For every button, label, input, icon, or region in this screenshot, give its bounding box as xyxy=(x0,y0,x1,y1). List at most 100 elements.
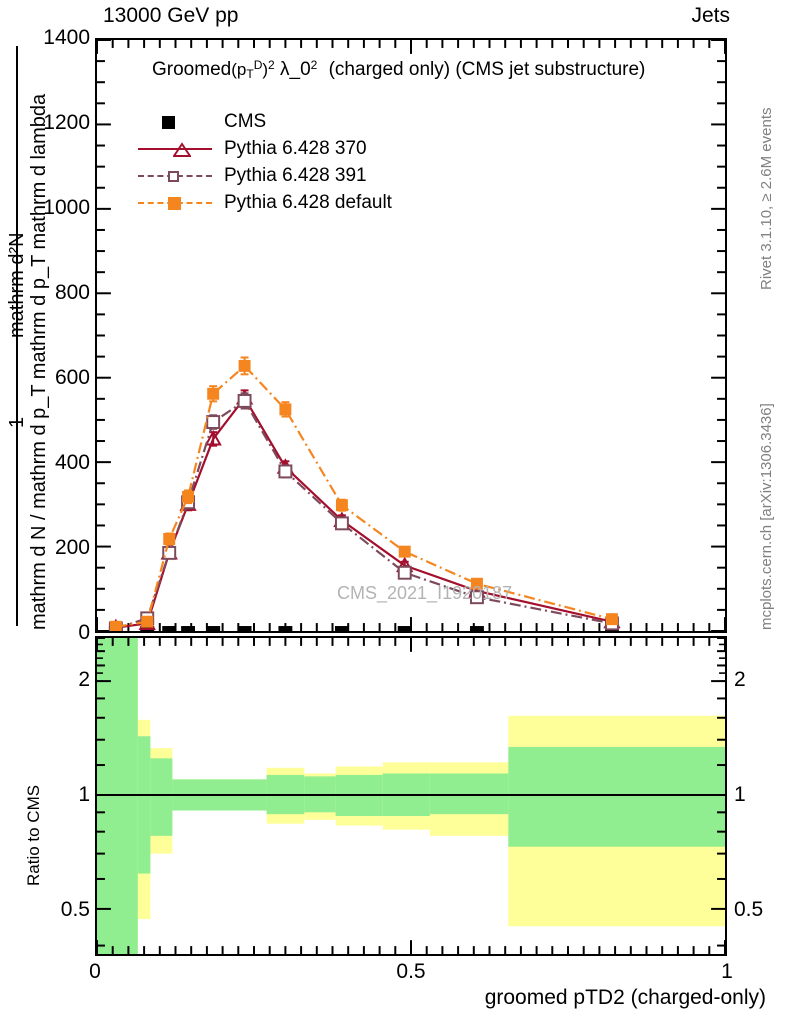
plot-title-pow1: 2 xyxy=(268,58,275,72)
series-marker-square-open xyxy=(397,565,412,580)
ratio-band-outer xyxy=(97,638,138,954)
cms-data-marker xyxy=(206,626,221,631)
legend-entry[interactable]: Pythia 6.428 370 xyxy=(138,135,392,162)
ratio-ytick-label-left: 1 xyxy=(78,782,90,806)
ratio-band-inner xyxy=(429,773,509,815)
header-topic-label: Jets xyxy=(691,4,730,27)
ratio-yaxis-title: Ratio to CMS xyxy=(24,784,43,886)
plot-title-pow2: 2 xyxy=(310,58,318,72)
ratio-band-inner xyxy=(172,779,267,811)
ratio-band-outer xyxy=(429,762,509,836)
series-marker-triangle xyxy=(160,543,178,560)
cms-data-marker xyxy=(108,626,123,631)
legend-triangle-glyph xyxy=(173,141,191,157)
legend-entry[interactable]: Pythia 6.428 391 xyxy=(138,162,392,189)
series-marker-triangle xyxy=(276,458,295,474)
series-marker-square-open xyxy=(278,464,293,479)
ratio-band-outer xyxy=(137,719,151,920)
series-marker-square-filled xyxy=(141,615,154,628)
legend-entry[interactable]: Pythia 6.428 default xyxy=(138,189,392,216)
legend: CMS Pythia 6.428 370 Pythia 6.428 391 Pythi… xyxy=(138,108,392,216)
main-ytick-label: 0 xyxy=(78,621,90,644)
xtick-label: 1 xyxy=(721,960,733,983)
ratio-band-inner xyxy=(266,774,305,815)
main-ytick-label: 1000 xyxy=(43,196,90,219)
ratio-band-inner xyxy=(304,776,336,813)
ratio-band-outer xyxy=(508,715,725,927)
series-marker-triangle xyxy=(179,495,197,511)
series-marker-triangle xyxy=(396,556,414,573)
plot-title-sup-D: D xyxy=(253,58,263,72)
main-ytick-label: 1200 xyxy=(43,111,90,134)
ratio-band-inner xyxy=(97,638,138,954)
series-marker-square-filled xyxy=(238,359,251,372)
series-marker-square-filled xyxy=(398,545,411,558)
series-marker-square-open xyxy=(605,616,619,631)
series-marker-square-open xyxy=(140,611,155,626)
series-marker-triangle xyxy=(204,429,222,446)
ratio-band-outer xyxy=(150,748,173,854)
cms-data-marker xyxy=(605,626,619,631)
series-marker-square-open xyxy=(237,393,252,408)
series-marker-square-filled xyxy=(335,499,348,512)
ratio-band-inner xyxy=(137,736,151,874)
ratio-ytick-label-right: 1 xyxy=(734,782,746,806)
cms-data-marker xyxy=(237,626,252,631)
ratio-ytick-label-right: 0.5 xyxy=(734,898,764,922)
series-marker-triangle xyxy=(138,614,156,630)
xtick-label: 0.5 xyxy=(396,960,426,983)
legend-marker-open-triangle xyxy=(168,141,191,157)
cms-data-marker xyxy=(397,626,412,631)
cms-data-marker xyxy=(469,626,484,631)
plot-title-sub-T: T xyxy=(246,67,254,81)
ratio-band-outer xyxy=(335,766,383,826)
cms-data-marker xyxy=(334,626,349,631)
legend-label: Pythia 6.428 370 xyxy=(224,137,367,159)
ratio-band-outer xyxy=(304,773,336,820)
legend-label: Pythia 6.428 391 xyxy=(224,164,367,186)
main-ytick-label: 800 xyxy=(54,281,90,304)
series-marker-square-open xyxy=(334,516,349,531)
legend-key xyxy=(138,193,212,213)
header-beam-label: 13000 GeV pp xyxy=(103,4,239,27)
legend-marker-filled-square xyxy=(162,115,175,129)
legend-label: Pythia 6.428 default xyxy=(224,191,392,213)
plot-title-p: p xyxy=(236,60,247,79)
series-marker-triangle xyxy=(108,618,123,631)
xtick-label: 0 xyxy=(89,960,101,983)
plot-title-lambda: λ_0 xyxy=(280,59,311,80)
ratio-band-outer xyxy=(266,767,305,824)
series-marker-square-filled xyxy=(163,533,176,545)
ratio-band-inner xyxy=(508,746,725,847)
main-yaxis-title: mathrm d N / mathrm d p_T mathrm d p_T m… xyxy=(0,38,50,633)
series-marker-square-open xyxy=(108,621,123,631)
cms-data-marker xyxy=(278,626,293,631)
ratio-ytick-label-left: 0.5 xyxy=(60,898,90,922)
plot-title-suffix: (charged only) (CMS jet substructure) xyxy=(328,59,646,80)
ratio-ytick-label-right: 2 xyxy=(734,667,746,691)
series-marker-square-filled xyxy=(109,620,122,631)
main-ytick-label: 1400 xyxy=(43,26,90,49)
yaxis-title-fraction-bar xyxy=(16,46,18,626)
main-ytick-label: 400 xyxy=(54,451,90,474)
series-marker-triangle xyxy=(603,612,621,629)
rivet-version-annotation: Rivet 3.1.10, ≥ 2.6M events xyxy=(758,107,775,291)
analysis-watermark: CMS_2021_I1920187 xyxy=(337,583,513,603)
plot-title-prefix: Groomed xyxy=(152,59,232,80)
ratio-band-inner xyxy=(335,774,383,817)
ratio-plot-canvas xyxy=(97,638,725,954)
legend-marker-open-square xyxy=(168,170,179,182)
ratio-band-outer xyxy=(172,779,267,811)
legend-key xyxy=(138,139,212,159)
legend-entry[interactable]: CMS xyxy=(138,108,392,135)
series-marker-square-filled xyxy=(279,403,292,416)
series-marker-square-filled xyxy=(605,613,618,626)
series-marker-square-open xyxy=(181,495,196,510)
legend-key xyxy=(138,166,212,186)
main-ytick-label: 600 xyxy=(54,366,90,389)
legend-key xyxy=(138,112,212,132)
cms-data-marker xyxy=(162,626,177,631)
series-marker-square-open xyxy=(206,415,221,429)
cms-data-marker xyxy=(140,626,155,631)
main-ytick-label: 200 xyxy=(54,536,90,559)
